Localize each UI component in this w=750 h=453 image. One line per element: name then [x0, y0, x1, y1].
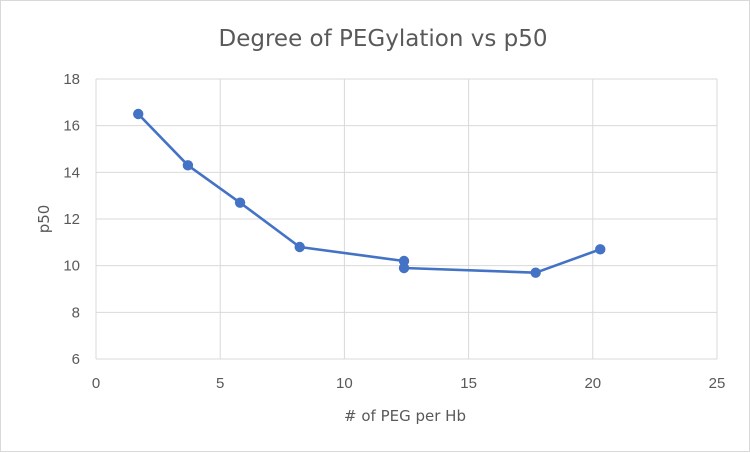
data-point: [182, 160, 194, 171]
x-tick-label: 15: [460, 375, 477, 392]
y-axis-label: p50: [35, 205, 53, 234]
x-tick-label: 10: [336, 375, 353, 392]
x-axis-label: # of PEG per Hb: [344, 407, 466, 425]
y-tick-label: 14: [63, 164, 80, 181]
y-tick-label: 18: [63, 71, 80, 88]
data-point: [595, 244, 606, 255]
data-point: [294, 241, 305, 253]
series-line: [137, 113, 601, 274]
y-tick-label: 6: [72, 351, 80, 368]
x-tick-label: 5: [216, 375, 224, 392]
chart-title: Degree of PEGylation vs p50: [219, 26, 548, 52]
series-line-group: [137, 113, 601, 274]
data-point: [398, 262, 410, 274]
data-point: [133, 108, 144, 120]
x-tick-label: 0: [92, 375, 100, 392]
y-tick-label: 12: [63, 211, 80, 228]
data-markers: [133, 108, 606, 278]
gridlines: [95, 78, 718, 360]
x-tick-label: 25: [709, 375, 726, 392]
y-tick-label: 16: [63, 118, 80, 135]
y-tick-label: 8: [72, 304, 80, 321]
tick-labels: 6 8 10 12 14 16 18 0 5 10 15 20 25: [63, 71, 725, 392]
data-point: [234, 197, 246, 208]
data-point: [530, 267, 541, 278]
x-tick-label: 20: [584, 375, 601, 392]
y-tick-label: 10: [63, 258, 80, 275]
